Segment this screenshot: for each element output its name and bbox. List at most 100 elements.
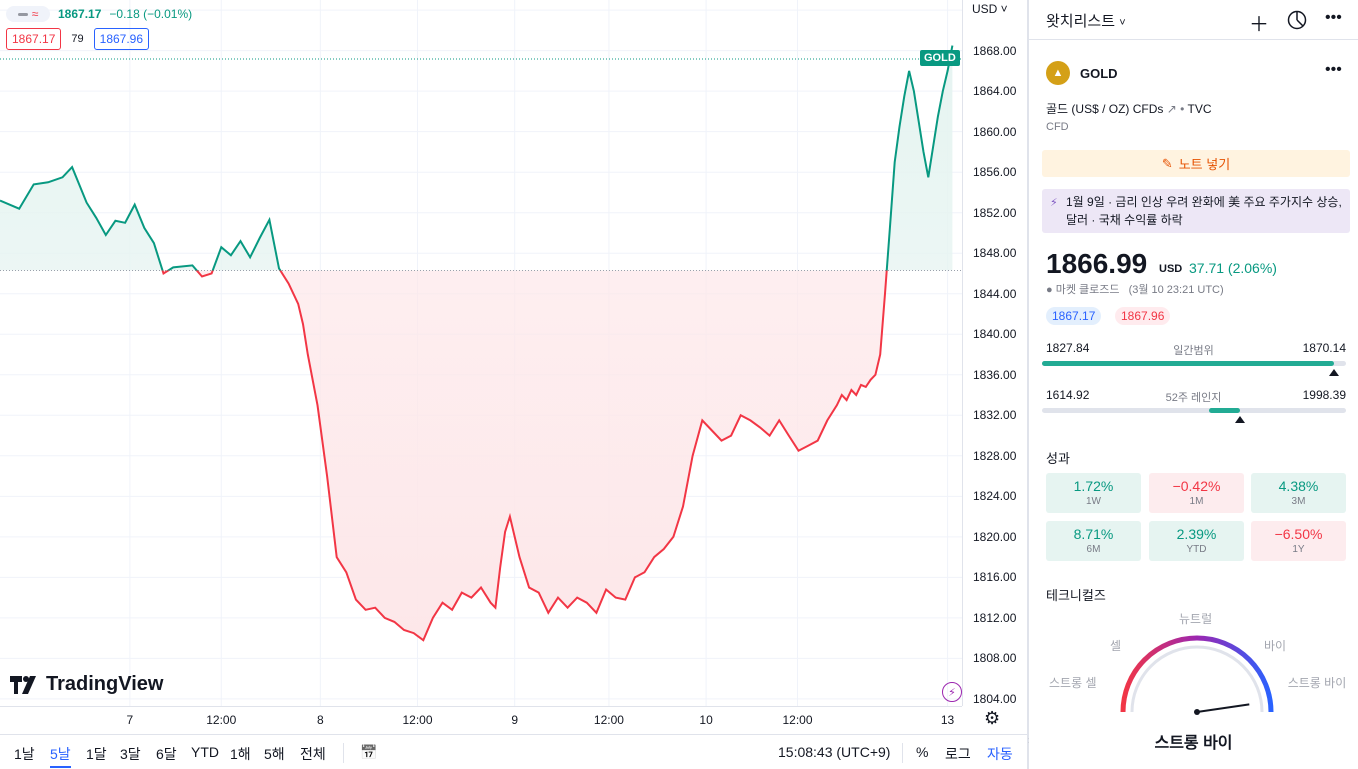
time-tick-label: 12:00 [206,713,237,727]
symbol-name: GOLD [1080,65,1118,81]
market-status: ● 마켓 클로즈드 (3월 10 23:21 UTC) [1046,281,1224,297]
gauge-neutral-label: 뉴트럴 [1179,612,1213,626]
calendar-goto-icon[interactable]: 📅 [360,744,378,760]
lightning-icon[interactable]: ⚡ [942,682,962,702]
edit-icon: ✎ [1161,155,1173,171]
toolbar-separator [902,743,903,763]
day-range-high: 1870.14 [1302,341,1346,355]
day-range-marker-icon [1328,369,1339,376]
chart-pane[interactable]: ≈ 1867.17 −0.18 (−0.01%) 1867.17 79 1867… [0,0,1028,769]
price-tick-label: 1840.00 [973,327,1017,342]
price-tick-label: 1804.00 [973,691,1017,706]
performance-cell[interactable]: −6.50% 1Y [1251,521,1346,561]
price-tick-label: 1860.00 [973,124,1017,139]
week52-range-low: 1614.92 [1046,388,1090,402]
range-button[interactable]: 전체 [300,746,326,762]
watchlist-title-button[interactable]: 왓치리스트 ˅ [1046,10,1126,31]
legend-bid[interactable]: 1867.17 [6,28,62,50]
symbol-row[interactable]: ▲ GOLD [1046,61,1118,85]
range-button[interactable]: 1달 [86,746,107,762]
chart-plot-area[interactable]: ≈ 1867.17 −0.18 (−0.01%) 1867.17 79 1867… [0,0,962,706]
news-headline[interactable]: ⚡ 1월 9일 · 금리 인상 우려 완화에 美 주요 주가지수 상승, 달러 … [1042,189,1350,233]
price-tick-label: 1820.00 [973,529,1017,544]
bid-chip: 1867.17 [1046,307,1102,325]
log-toggle[interactable]: 로그 [945,746,971,762]
range-button[interactable]: 6달 [156,746,177,762]
area-fill-below [162,270,887,641]
market-status-text: 마켓 클로즈드 [1055,284,1120,296]
performance-value: 2.39% [1176,526,1217,542]
toolbar-separator [343,743,344,763]
description-text[interactable]: 골드 (US$ / OZ) CFDs [1046,102,1164,116]
price-chart[interactable] [0,0,962,706]
currency-label: USD [972,2,998,16]
performance-value: −0.42% [1172,478,1221,494]
day-range-fill [1042,361,1334,366]
performance-title: 성과 [1046,451,1070,466]
range-button[interactable]: 5날 [50,744,71,768]
more-icon[interactable]: ••• [1325,9,1342,26]
series-line-down [161,270,888,642]
range-button[interactable]: 1날 [14,746,35,762]
more-icon[interactable]: ••• [1325,61,1342,78]
tradingview-logo-icon [10,675,36,694]
time-tick-label: 7 [126,713,134,727]
legend-change: −0.18 (−0.01%) [109,7,193,21]
legend-ask[interactable]: 1867.96 [93,28,150,50]
external-link-icon[interactable]: ↗ [1166,102,1177,116]
exchange-name[interactable]: TVC [1187,102,1212,116]
price-tick-label: 1808.00 [973,651,1017,666]
price-tick-label: 1856.00 [973,165,1017,180]
last-price: 1866.99 [1046,248,1148,279]
add-note-label: 노트 넣기 [1178,157,1231,172]
price-currency: USD [1159,263,1183,275]
performance-cell[interactable]: 2.39% YTD [1149,521,1244,561]
price-tick-label: 1812.00 [973,610,1017,625]
gauge-strong-sell-label: 스트롱 셀 [1049,676,1097,690]
price-tick-label: 1832.00 [973,408,1017,423]
legend-toggle[interactable]: ≈ [6,6,50,22]
gold-bars-icon: ▲ [1046,61,1070,85]
panel-divider[interactable] [1028,0,1029,769]
currency-selector[interactable]: USD ˅ [972,2,1008,16]
price-change: 37.71 (2.06%) [1189,260,1277,276]
add-note-button[interactable]: ✎ 노트 넣기 [1042,150,1350,177]
percent-toggle[interactable]: % [916,744,929,760]
legend-spread: 79 [71,33,84,45]
gauge-result: 스트롱 바이 [1154,735,1233,752]
performance-cell[interactable]: 4.38% 3M [1251,473,1346,513]
range-button[interactable]: 3달 [120,746,141,762]
technicals-gauge[interactable] [1029,606,1358,726]
pie-chart-icon[interactable] [1286,9,1308,31]
gauge-sell-label: 셀 [1110,639,1122,653]
technicals-title[interactable]: 테크니컬즈 [1046,588,1106,603]
area-fill-above [0,45,953,271]
range-button[interactable]: 5해 [264,746,285,762]
range-button[interactable]: 1해 [230,746,251,762]
performance-cell[interactable]: 8.71% 6M [1046,521,1141,561]
time-tick-label: 13 [940,713,955,727]
day-range-track [1042,361,1346,366]
auto-toggle[interactable]: 자동 [987,746,1013,762]
symbol-type: CFD [1046,121,1069,133]
performance-cell[interactable]: 1.72% 1W [1046,473,1141,513]
range-button[interactable]: YTD [191,744,219,760]
week52-range-label: 52주 레인지 [1165,392,1222,404]
time-tick-label: 10 [699,713,713,727]
gear-icon[interactable]: ⚙ [984,708,1001,728]
gauge-inner-arc [1130,645,1264,713]
price-axis[interactable]: 1868.00 1864.00 1860.00 1856.00 1852.00 1848.… [962,0,1028,706]
wave-icon: ≈ [31,7,39,21]
chevron-down-icon: ˅ [1119,17,1126,29]
price-tick-label: 1844.00 [973,286,1017,301]
clock-time[interactable]: 15:08:43 (UTC+9) [778,744,891,760]
tradingview-logo[interactable]: TradingView [10,673,163,696]
time-tick-label: 12:00 [593,713,624,727]
time-tick-label: 8 [317,713,324,727]
add-icon[interactable]: ＋ [1249,14,1269,36]
performance-cell[interactable]: −0.42% 1M [1149,473,1244,513]
watchlist-panel: 왓치리스트 ˅ ＋ ••• ▲ GOLD ••• 골드 (US$ / OZ) C… [1029,0,1358,769]
performance-period: 6M [1086,544,1101,555]
time-axis[interactable]: 7 12:00 8 12:00 9 12:00 10 12:00 13 [0,706,962,734]
